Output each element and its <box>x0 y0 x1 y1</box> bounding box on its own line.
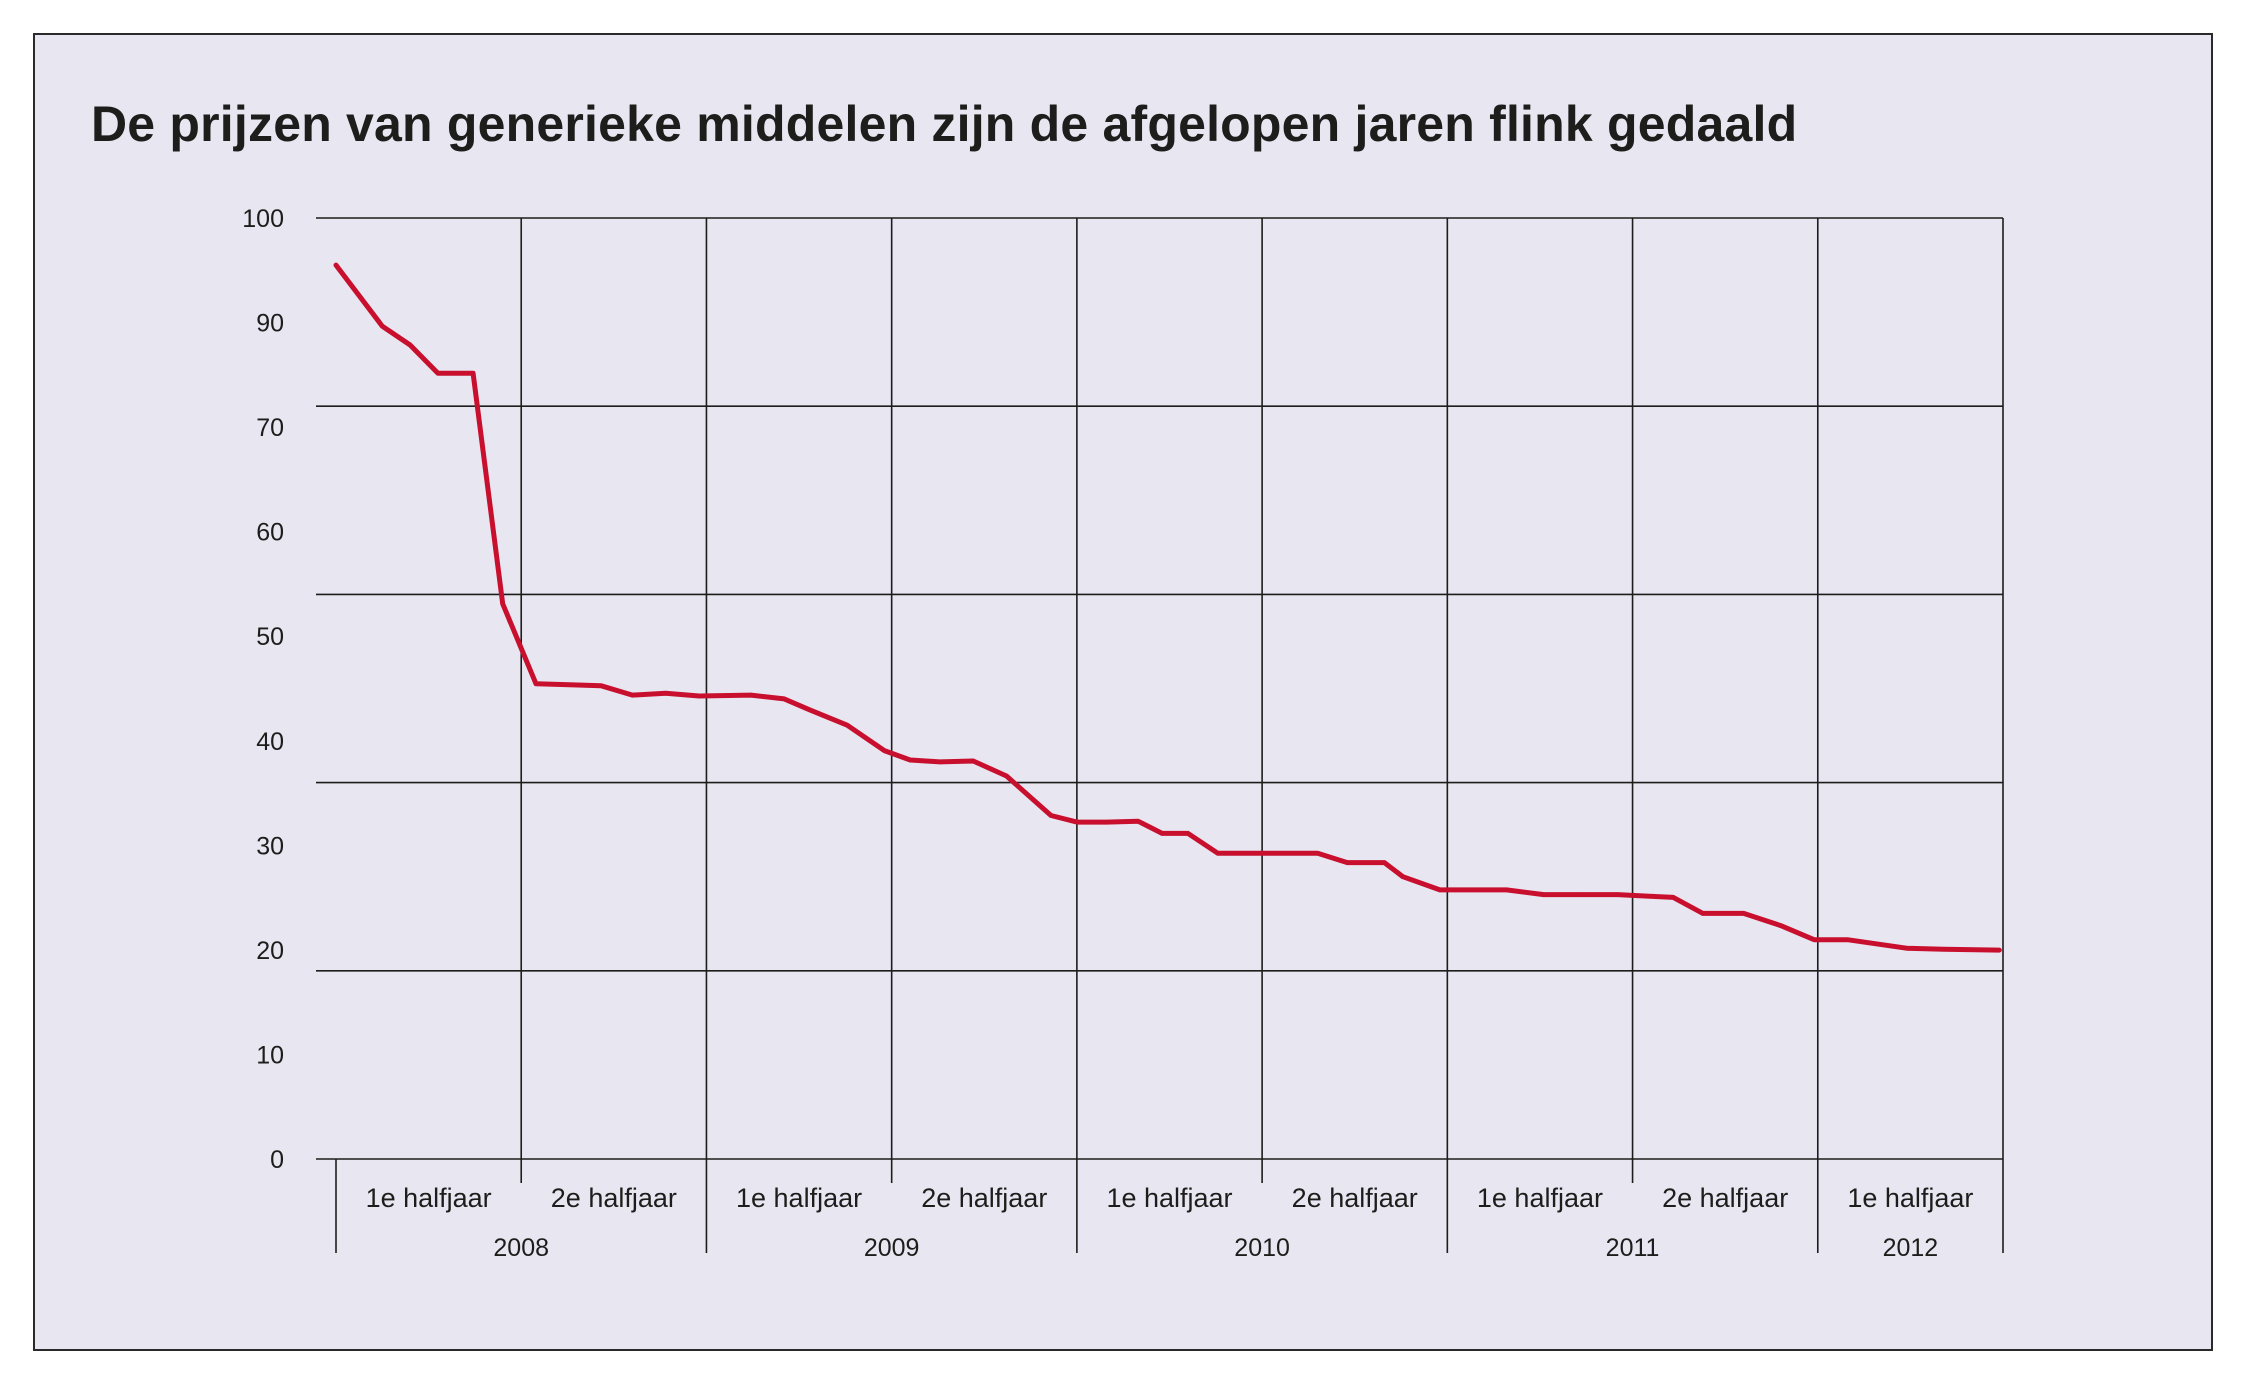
data-point <box>1315 850 1320 856</box>
data-point <box>435 371 441 376</box>
data-point <box>1185 831 1191 836</box>
y-tick-label: 70 <box>256 414 284 442</box>
data-point <box>1159 831 1165 836</box>
data-point <box>1252 850 1257 856</box>
data-point <box>1048 813 1054 818</box>
data-point <box>1541 892 1546 897</box>
data-point <box>533 681 539 686</box>
data-point <box>1215 850 1220 856</box>
data-point <box>1382 860 1387 865</box>
x-tick-label: 2e halfjaar <box>921 1183 1047 1213</box>
grid <box>316 217 2004 1159</box>
x-tick-label: 2e halfjaar <box>551 1183 677 1213</box>
data-point <box>1904 946 1909 951</box>
data-point <box>1437 887 1443 893</box>
data-point <box>1289 850 1294 856</box>
chart-title: De prijzen van generieke middelen zijn d… <box>91 96 1798 152</box>
data-point <box>1135 818 1141 824</box>
data-point <box>333 262 339 268</box>
data-point <box>807 707 813 713</box>
y-tick-label: 50 <box>256 623 284 651</box>
series <box>333 262 2002 953</box>
data-point <box>1811 937 1817 942</box>
x-year-label: 2010 <box>1234 1234 1290 1262</box>
data-point <box>1615 892 1620 897</box>
x-year-label: 2009 <box>864 1234 920 1262</box>
x-tick-label: 1e halfjaar <box>736 1183 862 1213</box>
axis-labels: 0 10 20 30 40 50 60 70 90 100 1e halfjaar 2e halfja… <box>242 205 1973 1262</box>
y-tick-label: 60 <box>256 519 284 547</box>
x-year-label: 2008 <box>493 1234 549 1262</box>
data-point <box>1504 887 1509 893</box>
data-point <box>748 692 754 698</box>
data-point <box>1345 860 1350 865</box>
data-point <box>1104 819 1109 825</box>
x-tick-label: 2e halfjaar <box>1662 1183 1788 1213</box>
data-point <box>1941 946 1946 952</box>
data-point <box>1400 874 1406 879</box>
data-point <box>1074 819 1080 825</box>
data-point <box>663 691 668 696</box>
data-point <box>782 696 787 702</box>
y-tick-label: 40 <box>256 728 284 756</box>
data-point <box>380 324 385 329</box>
x-tick-label: 1e halfjaar <box>1477 1183 1603 1213</box>
data-point <box>1778 923 1783 928</box>
y-tick-label: 30 <box>256 832 284 860</box>
data-point <box>882 748 887 753</box>
data-point <box>937 759 943 765</box>
data-point <box>696 693 702 699</box>
y-tick-label: 90 <box>256 310 284 338</box>
data-point <box>845 722 850 728</box>
data-point <box>1845 937 1850 942</box>
x-tick-label: 1e halfjaar <box>366 1183 492 1213</box>
x-year-label: 2011 <box>1606 1234 1660 1262</box>
y-tick-label: 0 <box>270 1146 284 1174</box>
y-tick-label: 20 <box>256 937 284 965</box>
data-point <box>1467 887 1472 893</box>
data-point <box>1578 892 1583 897</box>
data-point <box>598 683 604 688</box>
data-point <box>630 692 635 698</box>
data-point <box>470 371 476 376</box>
data-point <box>1004 773 1009 779</box>
data-point <box>500 601 505 607</box>
data-point <box>907 757 913 763</box>
x-year-label: 2012 <box>1883 1234 1939 1262</box>
data-point <box>970 758 976 764</box>
data-point <box>1671 895 1676 900</box>
chart-frame: De prijzen van generieke middelen zijn d… <box>33 33 2213 1351</box>
x-tick-label: 1e halfjaar <box>1847 1183 1973 1213</box>
data-point <box>407 342 413 348</box>
data-point <box>1652 894 1657 899</box>
x-tick-label: 2e halfjaar <box>1292 1183 1418 1213</box>
data-point <box>1997 947 2002 953</box>
axes <box>316 1158 2004 1253</box>
data-point <box>1741 911 1746 916</box>
y-tick-label: 10 <box>256 1041 284 1069</box>
y-tick-label: 100 <box>242 205 284 233</box>
data-point <box>1700 911 1706 916</box>
data-point <box>567 682 572 687</box>
series-line <box>333 262 2002 953</box>
x-tick-label: 1e halfjaar <box>1106 1183 1232 1213</box>
